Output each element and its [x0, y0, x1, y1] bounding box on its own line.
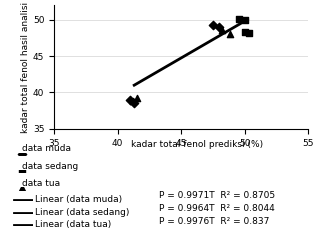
Text: P = 0.9976T  R² = 0.837: P = 0.9976T R² = 0.837: [159, 217, 269, 226]
Point: [236, 17, 241, 21]
Text: data muda: data muda: [22, 144, 71, 153]
Text: data sedang: data sedang: [22, 162, 79, 171]
Text: P = 0.9971T  R² = 0.8705: P = 0.9971T R² = 0.8705: [159, 191, 275, 200]
Point: [242, 30, 247, 34]
Text: Linear (data sedang): Linear (data sedang): [35, 208, 129, 217]
Text: P = 0.9964T  R² = 0.8044: P = 0.9964T R² = 0.8044: [159, 204, 275, 213]
Text: kadar total fenol prediksi (%): kadar total fenol prediksi (%): [131, 140, 263, 149]
Text: data tua: data tua: [22, 179, 60, 188]
Point: [128, 98, 133, 102]
Point: [242, 18, 247, 22]
Y-axis label: kadar total fenol hasil analisi: kadar total fenol hasil analisi: [21, 1, 30, 132]
Point: [227, 32, 232, 36]
Point: [20, 152, 25, 156]
Point: [219, 29, 225, 32]
Point: [211, 23, 216, 27]
Point: [20, 186, 25, 190]
Text: Linear (data tua): Linear (data tua): [35, 220, 111, 229]
Point: [217, 25, 222, 29]
Point: [130, 99, 135, 103]
Point: [246, 31, 251, 35]
Text: Linear (data muda): Linear (data muda): [35, 195, 122, 204]
Point: [134, 96, 139, 100]
Point: [20, 169, 25, 173]
Point: [132, 101, 137, 105]
